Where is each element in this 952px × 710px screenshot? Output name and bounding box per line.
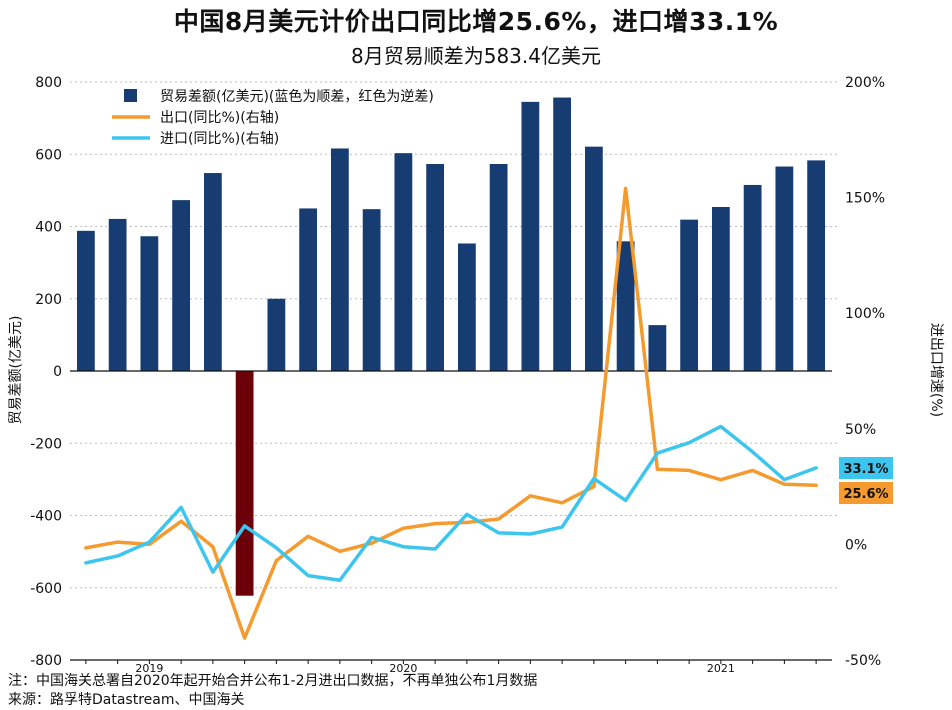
trade-balance-bar bbox=[267, 298, 286, 371]
left-axis-tick-label: 600 bbox=[35, 147, 62, 163]
trade-balance-bar bbox=[394, 153, 413, 371]
footnote: 注：中国海关总署自2020年起开始合并公布1-2月进出口数据，不再单独公布1月数… bbox=[8, 673, 538, 689]
trade-balance-bar bbox=[203, 173, 222, 371]
trade-balance-bar bbox=[680, 219, 699, 371]
imports-end-badge bbox=[839, 457, 893, 479]
x-axis-year-label: 2019 bbox=[135, 662, 163, 675]
left-axis-tick-label: -200 bbox=[30, 436, 62, 452]
exports-end-label: 25.6% bbox=[843, 487, 888, 502]
trade-balance-bar bbox=[743, 184, 762, 371]
right-axis-tick-label: 100% bbox=[845, 306, 885, 322]
right-axis-tick-label: 200% bbox=[845, 75, 885, 91]
chart-subtitle: 8月贸易顺差为583.4亿美元 bbox=[351, 44, 601, 68]
right-axis-tick-label: 50% bbox=[845, 422, 876, 438]
trade-balance-bar bbox=[489, 164, 508, 371]
yoy-lines bbox=[84, 186, 818, 640]
right-axis-tick-label: 150% bbox=[845, 191, 885, 207]
trade-balance-bar bbox=[299, 208, 318, 371]
trade-balance-bar bbox=[140, 236, 159, 371]
trade-balance-bar bbox=[584, 146, 603, 371]
chart-title: 中国8月美元计价出口同比增25.6%，进口增33.1% bbox=[173, 7, 779, 36]
left-axis-tick-label: 0 bbox=[53, 364, 62, 380]
trade-balance-bar bbox=[648, 325, 667, 371]
trade-balance-bar bbox=[616, 241, 635, 371]
imports-end-label: 33.1% bbox=[843, 462, 888, 477]
trade-balance-bar bbox=[362, 209, 381, 371]
right-axis-tick-label: -50% bbox=[845, 653, 881, 669]
gridlines bbox=[70, 81, 840, 589]
left-axis-tick-label: -400 bbox=[30, 509, 62, 525]
left-axis-tick-label: 400 bbox=[35, 220, 62, 236]
legend-swatch-bar bbox=[124, 89, 137, 102]
legend-label-exports: 出口(同比%)(右轴) bbox=[160, 110, 279, 126]
trade-balance-bar bbox=[457, 243, 476, 371]
x-axis-year-label: 2020 bbox=[389, 662, 417, 675]
legend-label-imports: 进口(同比%)(右轴) bbox=[160, 131, 279, 147]
left-axis-tick-label: -800 bbox=[30, 653, 62, 669]
y-axis-label-right: 进出口增速(%) bbox=[928, 323, 944, 417]
trade-balance-bar bbox=[76, 230, 95, 371]
left-axis-tick-label: 200 bbox=[35, 292, 62, 308]
x-axis-year-label: 2021 bbox=[707, 662, 735, 675]
source-note: 来源：路孚特Datastream、中国海关 bbox=[8, 692, 245, 708]
y-axis-label-left: 贸易差额(亿美元) bbox=[8, 316, 24, 425]
trade-balance-bar bbox=[235, 371, 254, 596]
legend-label-trade-balance: 贸易差额(亿美元)(蓝色为顺差，红色为逆差) bbox=[160, 88, 434, 105]
trade-balance-bar bbox=[807, 160, 826, 371]
legend: 贸易差额(亿美元)(蓝色为顺差，红色为逆差) 出口(同比%)(右轴) 进口(同比… bbox=[112, 88, 434, 147]
left-axis-ticks: 800 600 400 200 0 -200 -400 -600 -800 bbox=[30, 75, 62, 669]
left-axis-tick-label: 800 bbox=[35, 75, 62, 91]
right-axis-tick-label: 0% bbox=[845, 537, 867, 553]
trade-balance-bar bbox=[775, 166, 794, 371]
x-axis-ticks: 2019 2020 2021 bbox=[85, 660, 817, 675]
trade-balance-bars bbox=[76, 97, 826, 596]
right-axis-ticks: 200% 150% 100% 50% 0% -50% bbox=[845, 75, 885, 669]
left-axis-tick-label: -600 bbox=[30, 581, 62, 597]
trade-balance-bar bbox=[108, 218, 127, 371]
trade-balance-bar bbox=[711, 206, 730, 371]
imports-yoy-line bbox=[84, 424, 818, 582]
trade-balance-bar bbox=[553, 97, 572, 371]
exports-yoy-line bbox=[84, 186, 818, 640]
trade-balance-bar bbox=[172, 200, 191, 371]
end-value-labels: 33.1% 25.6% bbox=[839, 457, 893, 504]
trade-balance-bar bbox=[521, 101, 540, 372]
trade-balance-bar bbox=[330, 148, 349, 371]
exports-end-badge bbox=[839, 482, 893, 504]
trade-balance-bar bbox=[426, 164, 445, 371]
